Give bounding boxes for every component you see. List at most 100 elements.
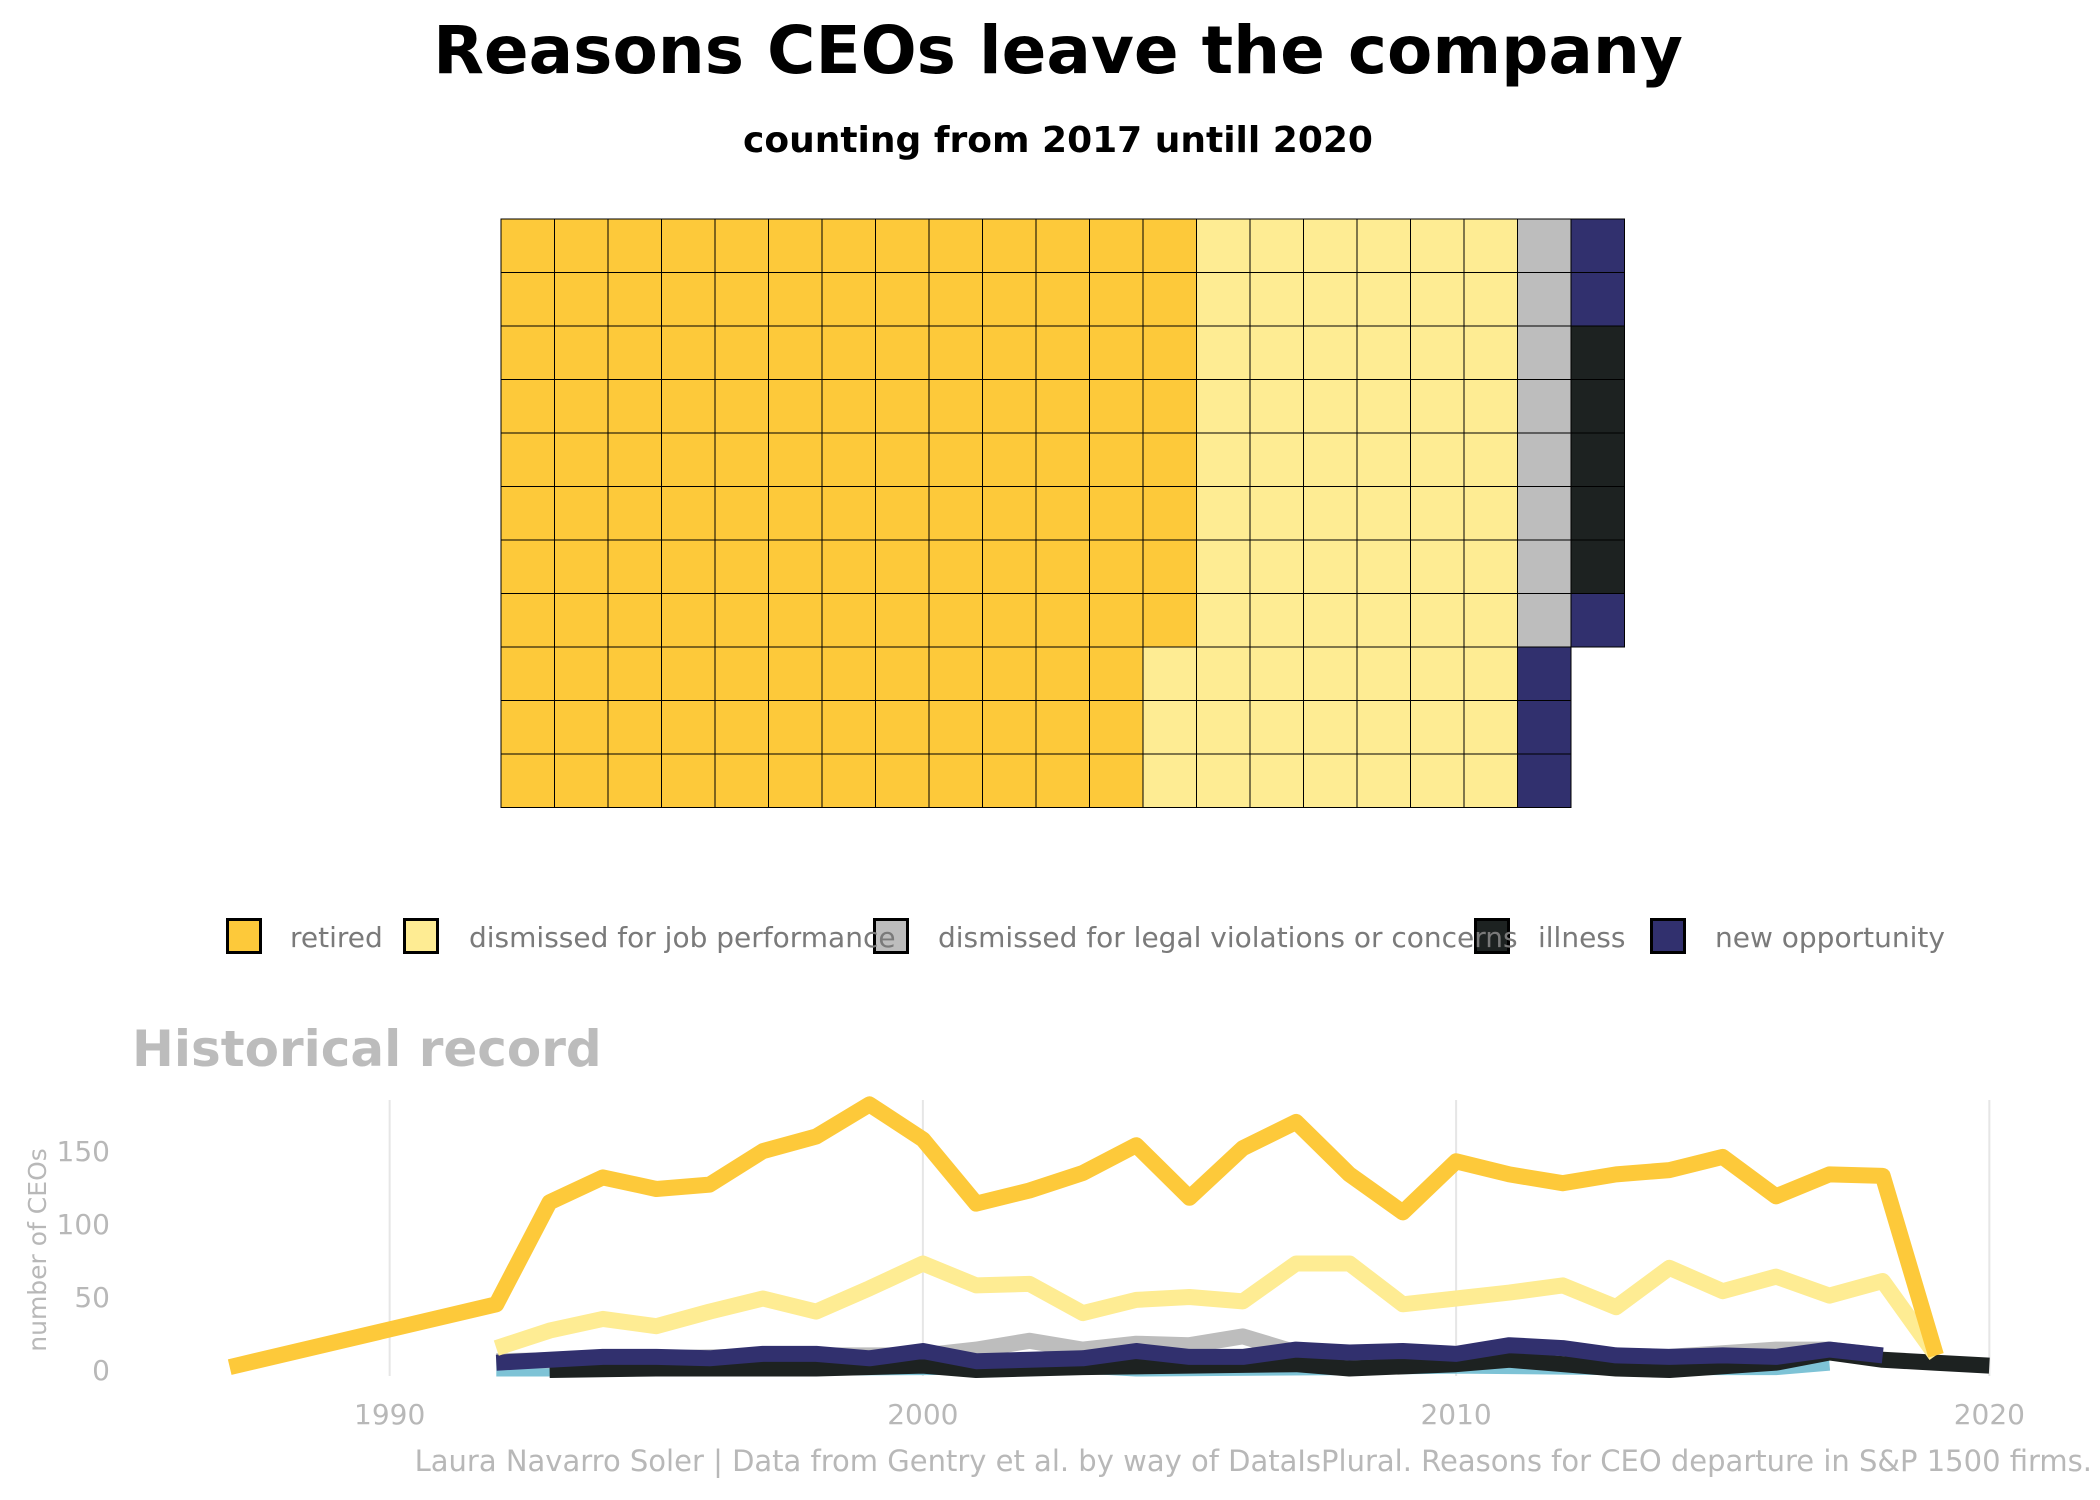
waffle-cell: [607, 700, 662, 755]
waffle-cell: [1303, 700, 1358, 755]
waffle-cell: [661, 646, 716, 701]
waffle-cell: [875, 539, 930, 594]
waffle-cell: [768, 539, 823, 594]
waffle-cell: [1303, 593, 1358, 648]
waffle-cell: [875, 753, 930, 808]
waffle-cell: [554, 539, 609, 594]
waffle-cell: [1196, 379, 1251, 434]
waffle-cell: [1035, 753, 1090, 808]
waffle-cell: [1410, 486, 1465, 541]
waffle-cell: [607, 379, 662, 434]
waffle-cell: [1196, 432, 1251, 487]
waffle-cell: [1517, 218, 1572, 273]
waffle-cell: [1142, 539, 1197, 594]
waffle-cell: [1356, 432, 1411, 487]
waffle-cell: [821, 432, 876, 487]
waffle-cell: [1463, 753, 1518, 808]
y-axis-label: number of CEOs: [23, 1148, 52, 1352]
waffle-cell: [1356, 218, 1411, 273]
waffle-cell: [821, 646, 876, 701]
waffle-cell: [1142, 432, 1197, 487]
waffle-cell: [607, 218, 662, 273]
waffle-cell: [554, 700, 609, 755]
waffle-cell: [607, 486, 662, 541]
y-tick-label: 100: [57, 1208, 110, 1241]
x-tick-label: 1990: [354, 1398, 425, 1431]
waffle-cell: [661, 539, 716, 594]
waffle-cell: [714, 753, 769, 808]
waffle-cell: [1249, 432, 1304, 487]
waffle-cell: [1035, 432, 1090, 487]
waffle-cell: [1570, 325, 1625, 380]
waffle-cell: [928, 486, 983, 541]
waffle-cell: [1570, 432, 1625, 487]
waffle-cell: [1249, 272, 1304, 327]
waffle-cell: [714, 486, 769, 541]
waffle-cell: [1463, 486, 1518, 541]
waffle-cell: [875, 272, 930, 327]
waffle-cell: [982, 753, 1037, 808]
waffle-cell: [928, 646, 983, 701]
waffle-cell: [982, 539, 1037, 594]
series-line: [227, 1096, 1944, 1375]
waffle-cell: [1249, 218, 1304, 273]
waffle-cell: [1196, 272, 1251, 327]
waffle-cell: [821, 486, 876, 541]
waffle-cell: [1249, 539, 1304, 594]
waffle-cell: [1410, 379, 1465, 434]
waffle-cell: [1089, 753, 1144, 808]
waffle-cell: [1463, 593, 1518, 648]
waffle-cell: [607, 753, 662, 808]
section-title: Historical record: [132, 1020, 602, 1078]
waffle-cell: [821, 272, 876, 327]
waffle-cell: [1142, 218, 1197, 273]
waffle-cell: [1410, 272, 1465, 327]
waffle-cell: [1356, 379, 1411, 434]
x-tick-label: 2020: [1954, 1398, 2025, 1431]
waffle-cell: [714, 218, 769, 273]
waffle-cell: [1196, 646, 1251, 701]
waffle-cell: [1035, 593, 1090, 648]
waffle-cell: [714, 432, 769, 487]
waffle-cell: [1089, 272, 1144, 327]
y-tick-label: 50: [74, 1281, 110, 1314]
waffle-cell: [1356, 272, 1411, 327]
waffle-cell: [821, 700, 876, 755]
waffle-cell: [1089, 379, 1144, 434]
waffle-cell: [500, 486, 555, 541]
waffle-cell: [1142, 486, 1197, 541]
waffle-cell: [554, 272, 609, 327]
waffle-cell: [661, 700, 716, 755]
waffle-cell: [928, 432, 983, 487]
waffle-cell: [1517, 379, 1572, 434]
waffle-cell: [1303, 753, 1358, 808]
waffle-cell: [1196, 700, 1251, 755]
waffle-cell: [768, 646, 823, 701]
waffle-cell: [1410, 432, 1465, 487]
x-tick-label: 2000: [887, 1398, 958, 1431]
waffle-cell: [1410, 325, 1465, 380]
caption: Laura Navarro Soler | Data from Gentry e…: [414, 1444, 2092, 1478]
waffle-cell: [768, 593, 823, 648]
waffle-cell: [768, 486, 823, 541]
waffle-cell: [1249, 325, 1304, 380]
waffle-cell: [928, 753, 983, 808]
waffle-cell: [500, 539, 555, 594]
chart-subtitle: counting from 2017 untill 2020: [743, 120, 1373, 161]
waffle-cell: [1517, 432, 1572, 487]
waffle-cell: [768, 272, 823, 327]
waffle-cell: [661, 379, 716, 434]
waffle-cell: [1089, 432, 1144, 487]
waffle-cell: [1410, 539, 1465, 594]
waffle-cell: [1303, 272, 1358, 327]
waffle-cell: [1089, 486, 1144, 541]
waffle-cell: [607, 272, 662, 327]
chart-title: Reasons CEOs leave the company: [433, 12, 1683, 89]
waffle-cell: [1570, 218, 1625, 273]
waffle-cell: [500, 700, 555, 755]
waffle-cell: [768, 753, 823, 808]
waffle-cell: [1356, 753, 1411, 808]
waffle-cell: [714, 539, 769, 594]
waffle-cell: [607, 646, 662, 701]
